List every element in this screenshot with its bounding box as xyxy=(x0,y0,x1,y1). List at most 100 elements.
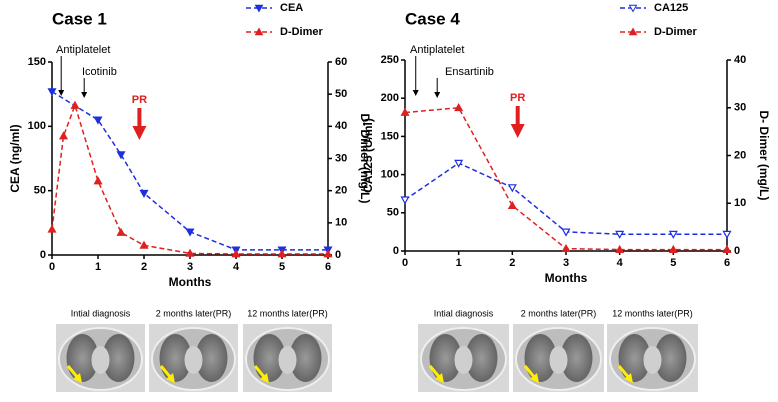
data-point xyxy=(47,224,57,233)
arrow-head xyxy=(58,90,65,96)
x-tick-label: 6 xyxy=(325,261,331,273)
x-tick-label: 4 xyxy=(233,261,240,273)
data-point xyxy=(47,88,57,97)
x-tick-label: 4 xyxy=(617,257,624,269)
ct-lung xyxy=(618,334,651,382)
x-tick-label: 5 xyxy=(279,261,285,273)
legend-marker xyxy=(628,27,638,36)
ct-arrow xyxy=(428,365,442,379)
x-tick-label: 3 xyxy=(563,257,569,269)
ct-arrow-head xyxy=(530,373,539,383)
y2-tick-label: 40 xyxy=(335,120,347,132)
y-axis-label: CA125 (U/ml) xyxy=(361,118,375,193)
legend-marker xyxy=(628,4,638,13)
data-point xyxy=(722,244,732,253)
ct-image xyxy=(149,324,238,392)
data-point xyxy=(561,243,571,253)
ct-arrow xyxy=(253,365,267,379)
ct-image xyxy=(243,324,332,392)
data-point xyxy=(454,103,464,112)
ct-lung xyxy=(465,334,498,382)
y2-tick-label: 10 xyxy=(335,217,347,229)
arrow xyxy=(137,108,142,126)
chart-title: Case 4 xyxy=(405,9,460,28)
ct-arrow xyxy=(523,365,537,379)
ct-lung xyxy=(289,334,322,382)
image-caption: 2 months later(PR) xyxy=(156,308,232,318)
ct-arrow-head xyxy=(73,373,82,383)
data-point xyxy=(116,151,126,160)
x-axis-label: Months xyxy=(545,271,588,285)
ct-heart xyxy=(454,346,473,374)
y2-tick-label: 10 xyxy=(734,197,746,209)
data-point xyxy=(323,249,333,258)
ct-lung xyxy=(560,334,593,382)
y-tick-label: 0 xyxy=(393,245,399,257)
y2-axis-label: D- Dimer (mg/L) xyxy=(358,114,372,204)
y2-axis-label: D- Dimer (mg/L) xyxy=(757,111,771,201)
data-point xyxy=(93,176,103,185)
arrow-head xyxy=(434,92,441,98)
data-point xyxy=(507,184,517,193)
image-caption: Intial diagnosis xyxy=(434,308,494,318)
annotation: Antiplatelet xyxy=(410,44,464,56)
y-tick-label: 150 xyxy=(381,130,399,142)
y-tick-label: 250 xyxy=(381,54,399,66)
data-point xyxy=(185,248,195,257)
image-caption: 2 months later(PR) xyxy=(521,308,597,318)
image-caption: Intial diagnosis xyxy=(71,308,131,318)
y-tick-label: 50 xyxy=(34,185,46,197)
x-tick-label: 6 xyxy=(724,257,730,269)
series-line xyxy=(404,106,727,251)
ct-heart xyxy=(91,346,110,374)
ct-lung xyxy=(159,334,192,382)
y2-tick-label: 0 xyxy=(734,245,740,257)
chart-title: Case 1 xyxy=(52,9,107,28)
ct-arrow xyxy=(66,365,80,379)
y2-tick-label: 40 xyxy=(734,54,746,66)
x-tick-label: 0 xyxy=(49,261,55,273)
ct-image xyxy=(607,324,698,392)
y-tick-label: 100 xyxy=(381,169,399,181)
annotation: PR xyxy=(132,94,147,106)
legend-label: D-Dimer xyxy=(654,26,698,38)
ct-heart xyxy=(549,346,568,374)
data-point xyxy=(561,228,571,237)
ct-heart xyxy=(643,346,662,374)
ct-lung xyxy=(253,334,286,382)
data-point xyxy=(70,100,80,109)
annotation: Ensartinib xyxy=(445,66,494,78)
ct-image xyxy=(418,324,509,392)
ct-lung xyxy=(195,334,228,382)
data-point xyxy=(507,200,517,210)
y-axis-label: CEA (ng/ml) xyxy=(8,124,22,192)
annotation: Icotinib xyxy=(82,66,117,78)
data-point xyxy=(400,196,410,205)
data-point xyxy=(116,227,126,236)
arrow xyxy=(515,106,520,124)
data-point xyxy=(231,249,241,258)
arrow-head xyxy=(132,126,147,140)
y-tick-label: 50 xyxy=(387,207,399,219)
data-point xyxy=(668,244,678,253)
ct-arrow-head xyxy=(624,373,633,383)
y2-tick-label: 20 xyxy=(734,149,746,161)
x-tick-label: 3 xyxy=(187,261,193,273)
ct-lung xyxy=(66,334,99,382)
ct-arrow-head xyxy=(435,373,444,383)
y-tick-label: 150 xyxy=(28,56,46,68)
y2-tick-label: 0 xyxy=(335,249,341,261)
legend-label: D-Dimer xyxy=(280,26,324,38)
data-point xyxy=(668,230,678,239)
y2-tick-label: 30 xyxy=(734,102,746,114)
y2-tick-label: 20 xyxy=(335,185,347,197)
arrow-head xyxy=(81,92,88,98)
y-tick-label: 0 xyxy=(40,249,46,261)
series-line xyxy=(51,103,328,255)
data-point xyxy=(58,131,69,140)
image-caption: 12 months later(PR) xyxy=(247,308,328,318)
arrow-head xyxy=(510,124,525,138)
annotation: Antiplatelet xyxy=(56,44,110,56)
ct-heart xyxy=(184,346,203,374)
